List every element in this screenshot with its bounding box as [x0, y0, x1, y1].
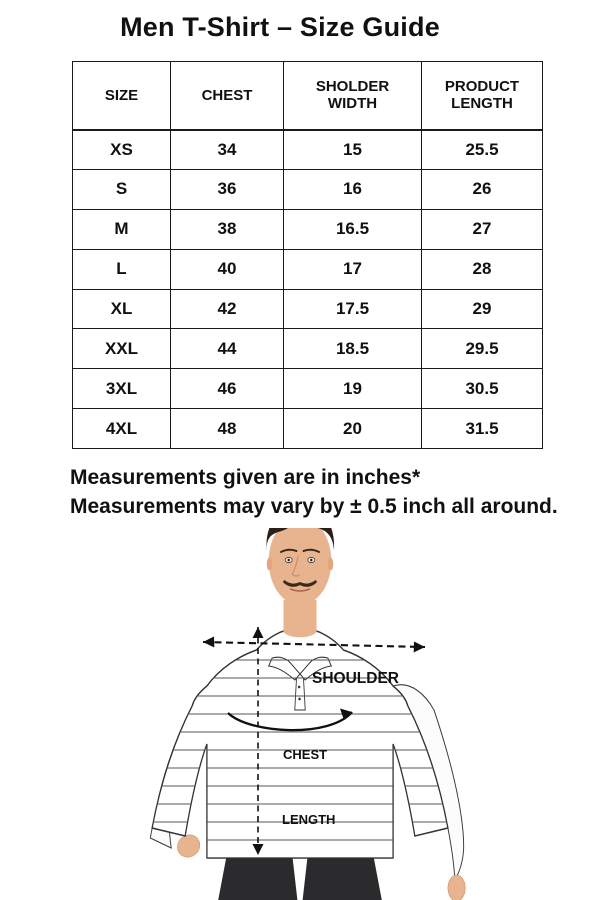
svg-text:LENGTH: LENGTH: [282, 812, 335, 827]
svg-text:CHEST: CHEST: [283, 747, 327, 762]
svg-text:SHOULDER: SHOULDER: [312, 670, 399, 687]
